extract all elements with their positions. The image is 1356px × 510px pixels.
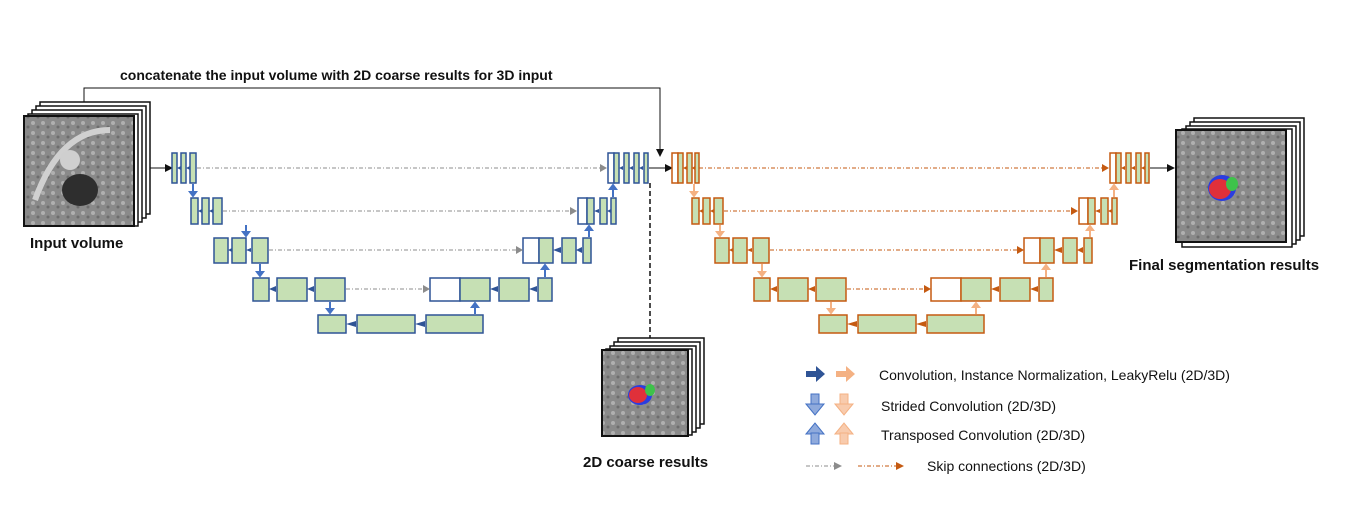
legend-text-transposed: Transposed Convolution (2D/3D)	[881, 427, 1085, 443]
legend-transposed-3d-icon	[833, 422, 855, 445]
final-label: Final segmentation results	[1129, 257, 1319, 274]
legend-skip-2d-icon	[806, 462, 842, 470]
legend: Convolution, Instance Normalization, Lea…	[804, 366, 1230, 474]
input-volume-image	[23, 101, 151, 227]
net-2d-vertical-arrows	[188, 183, 618, 315]
legend-conv-3d-icon	[836, 366, 855, 382]
legend-strided-2d-icon	[804, 393, 826, 416]
concat-label: concatenate the input volume with 2D coa…	[120, 67, 553, 83]
legend-transposed-2d-icon	[804, 422, 826, 445]
net-2d	[171, 152, 649, 334]
net-3d	[671, 152, 1150, 334]
net-3d-vertical-arrows	[689, 183, 1119, 315]
coarse-label: 2D coarse results	[583, 454, 708, 471]
net-2d-conv-arrows	[177, 166, 643, 327]
input-label: Input volume	[30, 235, 123, 252]
final-results-image	[1175, 117, 1305, 248]
legend-skip-3d-icon	[858, 462, 904, 470]
coarse-results-image	[601, 337, 705, 437]
legend-text-skip: Skip connections (2D/3D)	[927, 458, 1086, 474]
net-2d-skip-heads	[423, 164, 607, 293]
legend-text-strided: Strided Convolution (2D/3D)	[881, 398, 1056, 414]
concat-path	[83, 87, 664, 157]
net-3d-skips	[699, 167, 1102, 290]
legend-strided-3d-icon	[833, 393, 855, 416]
net-3d-conv-arrows	[683, 166, 1145, 327]
legend-text-conv: Convolution, Instance Normalization, Lea…	[879, 367, 1230, 383]
net-2d-skips	[197, 167, 600, 290]
net-3d-skip-heads	[924, 164, 1109, 293]
legend-conv-2d-icon	[806, 366, 825, 382]
